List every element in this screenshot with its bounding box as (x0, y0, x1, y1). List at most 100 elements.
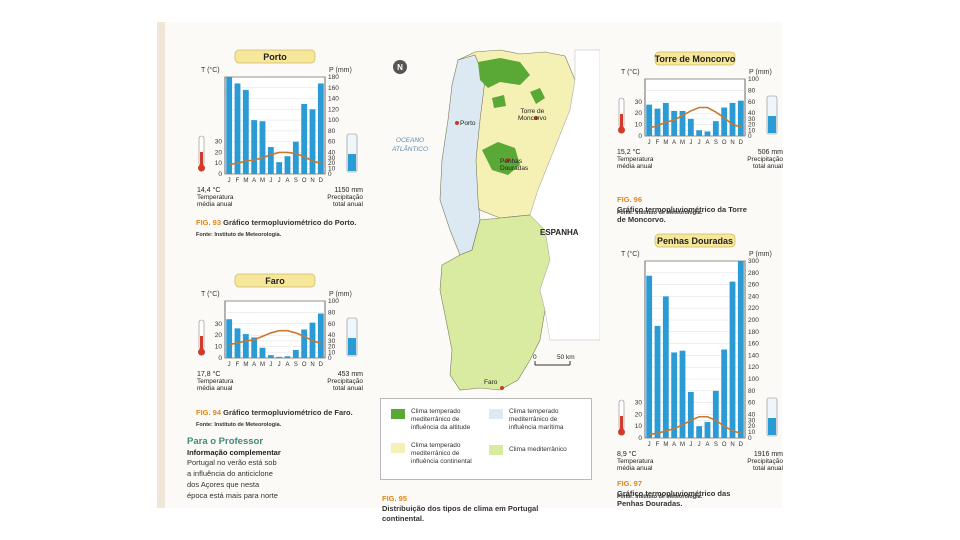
precip-bar-s-8 (712, 121, 719, 136)
fig-94-number: FIG. 94 (196, 408, 222, 417)
p-tick-label: 30 (328, 155, 336, 162)
month-tick-label: A (705, 140, 709, 146)
precip-bar-m-4 (259, 121, 266, 174)
teacher-note-subtitle: Informação complementar (187, 448, 281, 457)
map-faro-label: Faro (484, 379, 498, 386)
precip-bar-d-11 (737, 261, 744, 438)
chart-title: Faro (265, 276, 285, 286)
fig-93-caption: FIG. 93 Gráfico termopluviométrico do Po… (196, 218, 376, 228)
total-precip-value: 506 mm (758, 149, 783, 156)
month-tick-label: O (302, 362, 307, 368)
chart-title-tab (234, 273, 316, 288)
precip-bar-d-11 (737, 100, 744, 136)
t-axis-label: T (°C) (621, 250, 640, 258)
map-moncorvo-label: Torre de Moncorvo (518, 108, 547, 122)
fig-96-source: Fonte: Instituto de Meteorologia. (617, 210, 703, 216)
precip-bar-a-3 (671, 352, 678, 438)
p-tick-label: 240 (748, 293, 759, 300)
total-precip-label: Precipitação (327, 194, 363, 201)
precip-bar-j-0 (646, 104, 653, 136)
p-axis-label: P (mm) (749, 69, 772, 76)
month-tick-label: J (269, 178, 272, 184)
precip-bar-j-6 (276, 356, 283, 358)
p-tick-label: 140 (328, 96, 339, 103)
precip-bar-a-7 (284, 156, 291, 174)
teacher-note-text: Portugal no verão está sob a influência … (187, 458, 278, 500)
p-tick-label: 160 (328, 85, 339, 92)
fig-96-text: Gráfico termopluviométrico da Torre de M… (617, 205, 747, 224)
t-tick-label: 0 (638, 133, 642, 140)
chart-title: Porto (263, 52, 287, 62)
rain-gauge-icon (346, 317, 358, 357)
fig-95-text: Distribuição dos tipos de clima em Portu… (382, 504, 539, 523)
penhas-douradas-city-marker (506, 158, 510, 162)
temperature-line (229, 151, 322, 166)
p-tick-label: 0 (748, 133, 752, 140)
thermometer-icon (618, 97, 625, 134)
total-precip-label: total anual (333, 385, 364, 392)
month-tick-label: N (310, 178, 314, 184)
fig-97-caption: FIG. 97 Gráfico termopluviométrico das P… (617, 469, 782, 509)
month-tick-label: J (228, 362, 231, 368)
p-axis-label: P (mm) (749, 251, 772, 258)
torre-de-moncorvo-climograph: Torre de Moncorvo T (°C) P (mm) 0 10 20 30 40 60… (615, 50, 785, 170)
month-tick-label: D (739, 442, 744, 448)
t-tick-label: 20 (635, 110, 643, 117)
p-tick-label: 20 (748, 423, 756, 430)
p-tick-label: 100 (328, 298, 339, 305)
precip-bar-a-3 (251, 337, 258, 358)
precip-bar-m-2 (242, 334, 249, 358)
p-tick-label: 30 (748, 417, 756, 424)
plot-area (644, 260, 746, 439)
rain-gauge-icon (766, 95, 778, 135)
map-porto-label: Porto (460, 120, 476, 127)
altitude-climate-region-east (530, 88, 545, 104)
p-tick-label: 200 (748, 317, 759, 324)
fig-93-number: FIG. 93 (196, 218, 222, 227)
month-tick-label: J (698, 442, 701, 448)
p-tick-label: 280 (748, 270, 759, 277)
temperature-line (229, 329, 322, 346)
precip-bar-o-9 (721, 349, 728, 438)
p-tick-label: 20 (328, 344, 336, 351)
total-precip-value: 1916 mm (754, 451, 783, 458)
teacher-note-title: Para o Professor (187, 436, 264, 447)
p-axis-label: P (mm) (329, 67, 352, 74)
month-tick-label: J (269, 362, 272, 368)
faro-climograph: Faro T (°C) P (mm) 0 10 20 30 40 60 80 100 0 10 20 30 J… (195, 272, 365, 392)
p-tick-label: 100 (748, 76, 759, 83)
month-tick-label: J (689, 442, 692, 448)
t-tick-label: 10 (635, 122, 643, 129)
mean-temp-label: média anual (617, 163, 653, 170)
mean-temp-value: 17,8 °C (197, 370, 220, 378)
p-tick-label: 80 (328, 128, 336, 135)
fig-95-number: FIG. 95 (382, 494, 408, 503)
p-tick-label: 40 (748, 110, 756, 117)
fig-94-text: Gráfico termopluviométrico de Faro. (223, 408, 353, 417)
north-arrow-label: N (397, 63, 403, 72)
plot-area (644, 78, 746, 137)
p-tick-label: 30 (328, 338, 336, 345)
p-tick-label: 60 (328, 139, 336, 146)
fig-97-source: Fonte: Instituto de Meteorologia. (617, 494, 703, 500)
month-tick-label: A (285, 362, 289, 368)
porto-climograph: Porto T (°C) P (mm) 0 10 20 30 40 60 80 100 120 140 1… (195, 48, 365, 208)
month-tick-label: A (252, 362, 256, 368)
legend-swatch-maritime (489, 409, 503, 419)
p-tick-label: 60 (748, 99, 756, 106)
p-tick-label: 260 (748, 282, 759, 289)
month-tick-label: J (648, 442, 651, 448)
thermometer-icon (618, 399, 625, 436)
p-tick-label: 100 (748, 376, 759, 383)
precip-bar-j-5 (267, 147, 274, 174)
t-tick-label: 10 (215, 344, 223, 351)
p-tick-label: 40 (328, 149, 336, 156)
month-tick-label: F (656, 140, 660, 146)
precip-bar-a-7 (704, 422, 711, 438)
month-tick-label: M (680, 140, 685, 146)
precip-bar-m-2 (662, 102, 669, 136)
fig-97-text: Gráfico termopluviométrico das Penhas Do… (617, 489, 731, 508)
chart-title-tab (234, 49, 316, 64)
